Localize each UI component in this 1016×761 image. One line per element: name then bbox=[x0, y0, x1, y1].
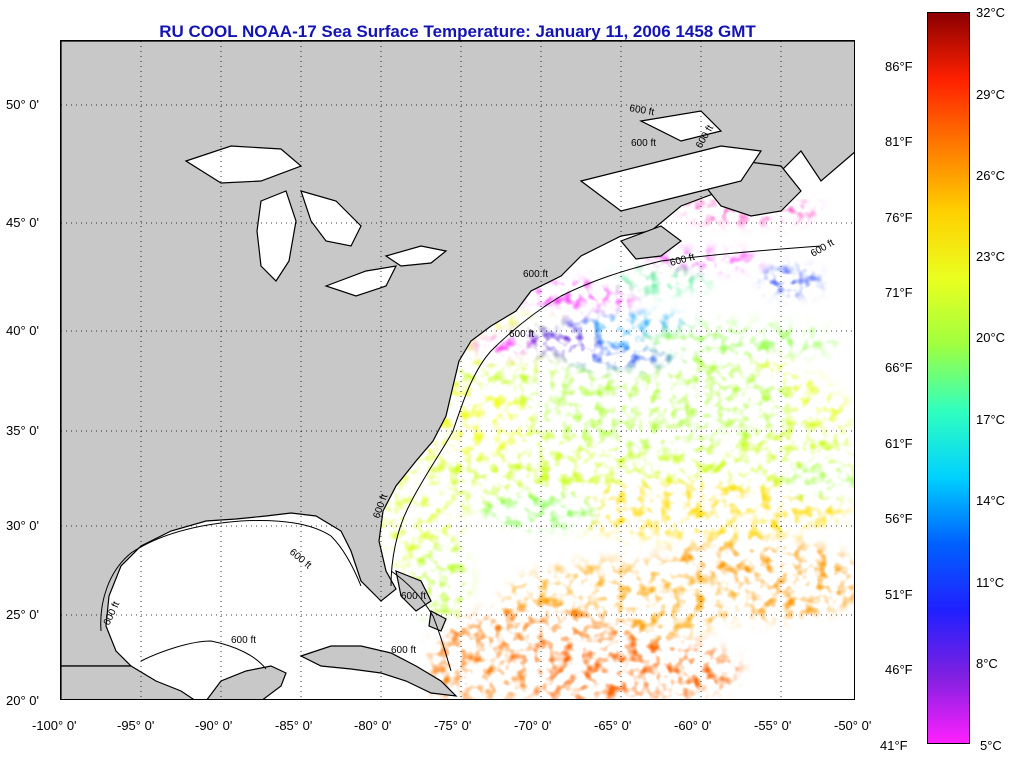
lon-label: -80° 0' bbox=[354, 718, 392, 733]
fahrenheit-label: 71°F bbox=[885, 285, 913, 300]
fahrenheit-label: 46°F bbox=[885, 662, 913, 677]
fahrenheit-label: 61°F bbox=[885, 436, 913, 451]
celsius-label: 29°C bbox=[976, 87, 1006, 102]
lon-label: -100° 0' bbox=[32, 718, 77, 733]
lat-label: 30° 0' bbox=[6, 518, 39, 533]
celsius-label: 23°C bbox=[976, 249, 1006, 264]
contour-label: 600 ft bbox=[631, 138, 656, 149]
contour-label: 600 ft bbox=[628, 103, 655, 118]
lon-label: -95° 0' bbox=[117, 718, 155, 733]
land-layer bbox=[61, 41, 854, 699]
contour-label: 600 ft bbox=[523, 269, 548, 280]
lon-label: -70° 0' bbox=[514, 718, 552, 733]
lat-label: 35° 0' bbox=[6, 423, 39, 438]
celsius-label: 5°C bbox=[980, 738, 1002, 753]
graticule bbox=[61, 41, 854, 699]
temperature-colorbar bbox=[927, 12, 970, 744]
fahrenheit-label: 86°F bbox=[885, 59, 913, 74]
contour-label: 600 ft bbox=[287, 547, 313, 572]
contour-label: 600 ft bbox=[391, 645, 416, 656]
lat-label: 20° 0' bbox=[6, 693, 39, 708]
sst-map: 600 ft 600 ft 600 ft 600 ft 600 ft 600 f… bbox=[60, 40, 855, 700]
fahrenheit-label: 56°F bbox=[885, 511, 913, 526]
lon-label: -50° 0' bbox=[834, 718, 872, 733]
fahrenheit-label: 66°F bbox=[885, 360, 913, 375]
fahrenheit-label: 51°F bbox=[885, 587, 913, 602]
isobath-contours bbox=[100, 245, 822, 672]
map-title: RU COOL NOAA-17 Sea Surface Temperature:… bbox=[159, 22, 756, 41]
celsius-label: 32°C bbox=[976, 5, 1006, 20]
contour-label: 600 ft bbox=[401, 591, 426, 602]
lon-label: -90° 0' bbox=[195, 718, 233, 733]
celsius-label: 8°C bbox=[976, 656, 998, 671]
lon-label: -55° 0' bbox=[754, 718, 792, 733]
contour-label: 600 ft bbox=[231, 635, 256, 646]
fahrenheit-label: 81°F bbox=[885, 134, 913, 149]
lat-label: 40° 0' bbox=[6, 323, 39, 338]
fahrenheit-label: 41°F bbox=[880, 738, 908, 753]
lat-label: 50° 0' bbox=[6, 97, 39, 112]
lon-label: -65° 0' bbox=[594, 718, 632, 733]
celsius-label: 20°C bbox=[976, 330, 1006, 345]
lat-label: 25° 0' bbox=[6, 607, 39, 622]
lon-label: -85° 0' bbox=[275, 718, 313, 733]
sst-data-layer bbox=[311, 199, 854, 699]
lon-label: -60° 0' bbox=[674, 718, 712, 733]
celsius-label: 26°C bbox=[976, 168, 1006, 183]
contour-label: 600 ft bbox=[809, 237, 836, 259]
celsius-label: 17°C bbox=[976, 412, 1006, 427]
lat-label: 45° 0' bbox=[6, 215, 39, 230]
contour-label: 600 ft bbox=[509, 329, 534, 340]
fahrenheit-label: 76°F bbox=[885, 210, 913, 225]
celsius-label: 11°C bbox=[976, 575, 1005, 590]
lon-label: -75° 0' bbox=[434, 718, 472, 733]
celsius-label: 14°C bbox=[976, 493, 1006, 508]
map-canvas: 600 ft 600 ft 600 ft 600 ft 600 ft 600 f… bbox=[61, 41, 854, 699]
